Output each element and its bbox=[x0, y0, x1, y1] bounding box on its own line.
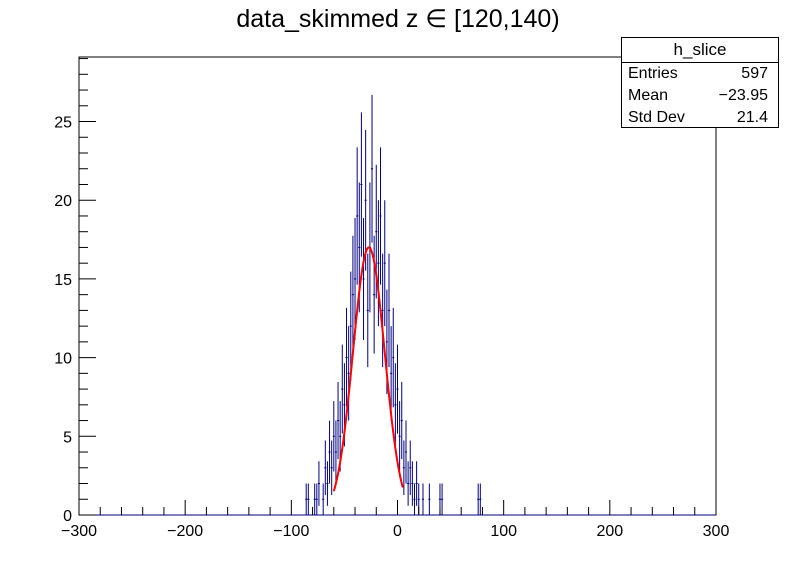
y-tick-label: 20 bbox=[54, 193, 72, 210]
histogram-bin bbox=[387, 253, 391, 368]
x-tick-label: 100 bbox=[490, 523, 517, 540]
histogram-bin bbox=[366, 253, 369, 368]
y-axis: 0 5 10 15 20 25 bbox=[54, 58, 96, 525]
stats-value: 21.4 bbox=[736, 109, 768, 126]
histogram-bin bbox=[381, 253, 384, 368]
histogram-bin bbox=[390, 326, 393, 421]
stats-box-title: h_slice bbox=[622, 38, 778, 63]
stats-row-mean: Mean −23.95 bbox=[622, 85, 778, 107]
histogram-bin bbox=[317, 461, 320, 506]
y-tick-label: 10 bbox=[54, 351, 72, 368]
histogram-bin bbox=[328, 420, 331, 484]
histogram-bin bbox=[409, 440, 412, 496]
histogram-bin bbox=[404, 420, 408, 484]
stats-box: h_slice Entries 597 Mean −23.95 Std Dev … bbox=[621, 37, 779, 128]
histogram-bin bbox=[332, 401, 335, 472]
histogram-bin bbox=[334, 420, 337, 484]
histogram-bin bbox=[411, 461, 414, 506]
y-tick-label: 5 bbox=[63, 429, 72, 446]
stats-label: Std Dev bbox=[628, 109, 685, 126]
histogram-bin bbox=[360, 112, 363, 257]
histogram-bin bbox=[379, 147, 382, 285]
y-tick-label: 25 bbox=[54, 115, 72, 132]
histogram-bin bbox=[377, 200, 380, 327]
histogram-bin bbox=[351, 235, 354, 354]
y-tick-label: 0 bbox=[63, 508, 72, 525]
histogram-bin bbox=[421, 483, 425, 515]
histogram-bin bbox=[307, 483, 310, 515]
histogram-bin bbox=[349, 271, 352, 381]
histogram-bin bbox=[347, 326, 350, 421]
histogram-bin bbox=[392, 307, 395, 408]
histogram-bin bbox=[398, 401, 401, 472]
x-tick-label: 300 bbox=[703, 523, 730, 540]
histogram-bin bbox=[315, 483, 318, 515]
histogram-bin bbox=[413, 483, 416, 515]
histogram-bin bbox=[324, 440, 327, 496]
fit-curve-group bbox=[332, 246, 404, 492]
x-tick-label: −300 bbox=[61, 523, 97, 540]
stats-label: Mean bbox=[628, 87, 669, 104]
histogram-bin bbox=[326, 461, 329, 506]
stats-value: −23.95 bbox=[718, 87, 768, 104]
y-tick-label: 15 bbox=[54, 272, 72, 289]
histogram-series bbox=[79, 94, 716, 516]
histogram-bin bbox=[356, 147, 359, 285]
histogram-bin bbox=[330, 440, 333, 496]
histogram-bin bbox=[400, 382, 403, 460]
histogram-bin bbox=[336, 382, 340, 460]
histogram-bin bbox=[313, 483, 316, 515]
histogram-bin bbox=[345, 307, 348, 408]
chart-title: data_skimmed z ∈ [120,140) bbox=[236, 5, 560, 33]
histogram-bin bbox=[362, 217, 365, 340]
histogram-bin bbox=[364, 129, 367, 271]
histogram-bin bbox=[341, 344, 344, 434]
x-tick-label: −100 bbox=[273, 523, 309, 540]
x-tick-label: 0 bbox=[393, 523, 402, 540]
histogram-bin bbox=[394, 363, 397, 447]
histogram-bin bbox=[402, 440, 405, 496]
stats-row-entries: Entries 597 bbox=[622, 63, 778, 85]
histogram-bin bbox=[477, 483, 480, 515]
histogram-bin bbox=[441, 483, 444, 515]
histogram-bin bbox=[322, 483, 325, 515]
histogram-bin bbox=[407, 461, 410, 506]
histogram-bin bbox=[383, 200, 386, 327]
histogram-bin bbox=[428, 483, 431, 515]
histogram-bin bbox=[353, 217, 357, 340]
histogram-bin bbox=[370, 94, 374, 243]
stats-value: 597 bbox=[741, 65, 768, 82]
x-tick-label: −200 bbox=[167, 523, 203, 540]
x-axis: −300 −200 −100 0 100 200 300 bbox=[61, 500, 729, 540]
histogram-bin bbox=[415, 461, 418, 506]
histogram-bin bbox=[396, 344, 399, 434]
histogram-bin bbox=[305, 483, 308, 515]
histogram-bin bbox=[373, 235, 376, 354]
stats-row-stddev: Std Dev 21.4 bbox=[622, 107, 778, 129]
gaussian-fit-curve bbox=[332, 246, 404, 492]
histogram-bin bbox=[479, 483, 482, 515]
x-tick-label: 200 bbox=[596, 523, 623, 540]
stats-label: Entries bbox=[628, 65, 678, 82]
